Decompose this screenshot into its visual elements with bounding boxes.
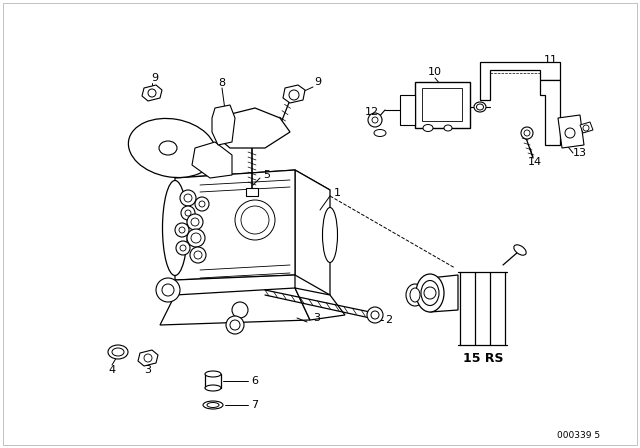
Circle shape [185, 210, 191, 216]
Polygon shape [175, 275, 295, 315]
Text: 3: 3 [314, 313, 321, 323]
Ellipse shape [406, 284, 424, 306]
Circle shape [289, 90, 299, 100]
Circle shape [367, 307, 383, 323]
Text: 3: 3 [145, 365, 152, 375]
Circle shape [194, 251, 202, 259]
Ellipse shape [112, 348, 124, 356]
Polygon shape [215, 108, 290, 148]
Text: 2: 2 [385, 315, 392, 325]
Polygon shape [138, 350, 158, 366]
Text: 11: 11 [544, 55, 558, 65]
Ellipse shape [423, 125, 433, 132]
Circle shape [148, 89, 156, 97]
Circle shape [191, 233, 201, 243]
Circle shape [371, 311, 379, 319]
Circle shape [521, 127, 533, 139]
Text: 7: 7 [252, 400, 259, 410]
Ellipse shape [416, 274, 444, 312]
Text: 13: 13 [573, 148, 587, 158]
Circle shape [181, 206, 195, 220]
Polygon shape [212, 105, 235, 145]
Circle shape [175, 223, 189, 237]
Circle shape [162, 284, 174, 296]
Polygon shape [192, 142, 232, 178]
Text: 9: 9 [152, 73, 159, 83]
Circle shape [180, 190, 196, 206]
Ellipse shape [474, 102, 486, 112]
Circle shape [191, 218, 199, 226]
Circle shape [583, 125, 589, 131]
Ellipse shape [514, 245, 526, 255]
Ellipse shape [205, 371, 221, 377]
Polygon shape [540, 80, 560, 145]
Circle shape [368, 113, 382, 127]
Circle shape [372, 117, 378, 123]
Polygon shape [558, 115, 584, 148]
Circle shape [176, 241, 190, 255]
Polygon shape [580, 122, 593, 133]
Circle shape [232, 302, 248, 318]
Ellipse shape [108, 345, 128, 359]
Text: 14: 14 [528, 157, 542, 167]
Polygon shape [295, 170, 330, 295]
Circle shape [156, 278, 180, 302]
Bar [205, 374, 221, 388]
Circle shape [565, 128, 575, 138]
Polygon shape [400, 95, 415, 125]
Circle shape [187, 214, 203, 230]
Ellipse shape [203, 401, 223, 409]
Bar [415, 82, 470, 128]
Circle shape [424, 287, 436, 299]
Text: 6: 6 [252, 376, 259, 386]
Polygon shape [175, 170, 330, 200]
Ellipse shape [205, 385, 221, 391]
Text: 15 RS: 15 RS [463, 352, 503, 365]
Polygon shape [430, 275, 458, 312]
Text: 1: 1 [333, 188, 340, 198]
Text: 5: 5 [264, 170, 271, 180]
Circle shape [230, 320, 240, 330]
Ellipse shape [374, 129, 386, 137]
Text: 10: 10 [428, 67, 442, 77]
Text: 000339 5: 000339 5 [557, 431, 600, 439]
Circle shape [187, 229, 205, 247]
Text: 12: 12 [365, 107, 379, 117]
Text: 4: 4 [108, 365, 116, 375]
Ellipse shape [421, 280, 439, 306]
Ellipse shape [207, 402, 219, 408]
Ellipse shape [444, 125, 452, 131]
Text: 9: 9 [314, 77, 321, 87]
Circle shape [180, 245, 186, 251]
Ellipse shape [159, 141, 177, 155]
Bar [422, 88, 462, 121]
Circle shape [199, 201, 205, 207]
Circle shape [190, 247, 206, 263]
Circle shape [226, 316, 244, 334]
Circle shape [195, 197, 209, 211]
Polygon shape [295, 288, 345, 320]
Ellipse shape [323, 207, 337, 263]
Circle shape [524, 130, 530, 136]
Polygon shape [175, 170, 295, 280]
Polygon shape [142, 85, 162, 101]
Ellipse shape [129, 118, 216, 177]
Ellipse shape [241, 206, 269, 234]
Ellipse shape [410, 288, 420, 302]
Ellipse shape [477, 104, 483, 110]
Ellipse shape [163, 181, 188, 276]
Circle shape [179, 227, 185, 233]
Polygon shape [283, 85, 305, 103]
Circle shape [144, 354, 152, 362]
Bar [246, 188, 258, 196]
Text: 8: 8 [218, 78, 225, 88]
Ellipse shape [235, 200, 275, 240]
Polygon shape [480, 62, 560, 100]
Circle shape [184, 194, 192, 202]
Polygon shape [160, 288, 310, 325]
